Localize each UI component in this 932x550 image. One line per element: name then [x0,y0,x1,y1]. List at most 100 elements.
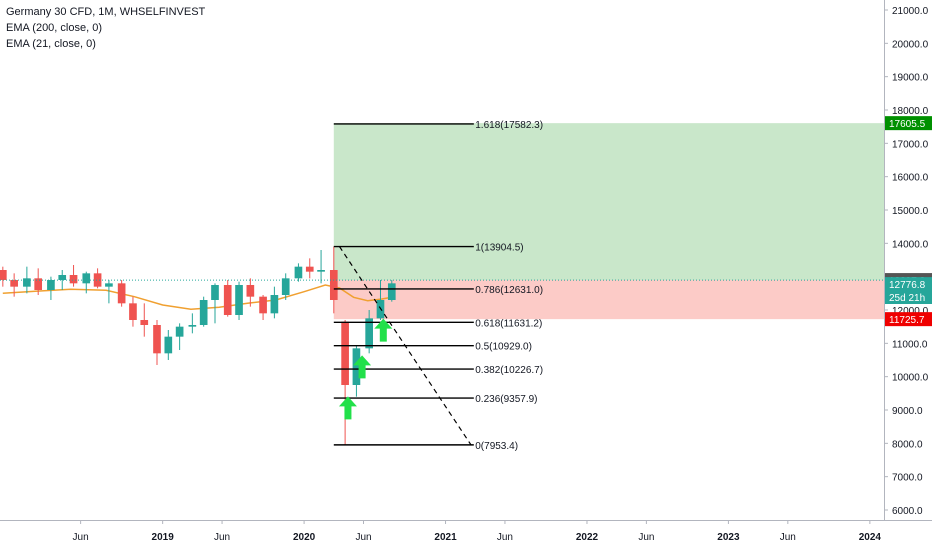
x-tick-label: 2021 [434,532,457,543]
price-tag-bg [885,312,932,327]
fib-level-label: 0(7953.4) [475,441,518,452]
x-tick-label: Jun [638,532,654,543]
candle [341,320,349,445]
up-arrow-shape [338,396,357,420]
candle [352,345,361,397]
candle-body [281,278,290,295]
candle [270,286,279,319]
up-arrow-icon [338,396,357,420]
y-tick-label: 18000.0 [892,106,929,117]
x-tick-label: 2020 [293,532,316,543]
fib-level-label: 0.382(10226.7) [475,365,543,376]
candle [117,280,126,307]
candle [58,270,67,290]
price-tag: 17605.5 [885,116,932,131]
candle [281,273,290,300]
price-tag-bg [885,116,932,131]
candle [23,266,31,294]
candle [188,313,197,334]
candle [294,263,303,282]
candle-body [34,278,43,290]
x-tick-label: Jun [355,532,371,543]
y-tick-label: 15000.0 [892,206,929,217]
y-tick-label: 20000.0 [892,39,929,50]
y-tick-label: 9000.0 [892,406,923,417]
candle-body [69,275,78,284]
fibonacci-layer[interactable]: 1.618(17582.3) 1(13904.5) 0.786(12631.0) 0.… [333,120,543,452]
fib-level-label: 0.786(12631.0) [475,285,543,296]
fib-level-label: 0.5(10929.0) [475,342,532,353]
candle [140,303,149,337]
candle-body [305,266,314,272]
y-tick-label: 16000.0 [892,173,929,184]
price-tag: 25d 21h [885,290,932,304]
time-axis-background [0,520,932,550]
candle-body [93,273,102,287]
candle-body [164,336,173,354]
candle [82,271,91,294]
ema-21-line [2,284,395,311]
chart-legend: Germany 30 CFD, 1M, WHSELFINVEST EMA (20… [6,4,205,52]
candle-body [387,283,396,300]
candle-body [246,285,255,297]
candle [93,268,102,289]
candle-body [117,283,126,304]
candle-body [294,266,303,279]
candle-body [270,295,279,314]
candle-body [140,320,149,325]
target-zone [333,123,884,281]
candle [69,265,78,287]
up-arrow-shape [353,355,372,379]
candle-body [329,270,338,300]
candle-body [188,325,197,327]
price-tag: 11725.7 [885,312,932,327]
y-tick-label: 14000.0 [892,239,929,250]
candle [0,266,7,287]
candle-body [0,270,7,280]
price-tag-bg [885,290,932,304]
zones-layer [333,123,884,320]
candle-body [341,321,349,385]
y-tick-label: 10000.0 [892,373,929,384]
candle-body [23,278,31,287]
x-tick-label: Jun [497,532,513,543]
price-tag: 12776.8 [885,277,932,292]
candle [129,296,137,327]
price-tag-label: 12776.8 [889,280,926,291]
up-arrow-icon [374,318,393,342]
candle [317,250,325,284]
candle-body [352,348,361,385]
candle [223,280,232,317]
fib-level-label: 0.618(11631.2) [475,318,542,329]
candle [105,280,113,304]
y-tick-label: 19000.0 [892,73,929,84]
candle [47,276,55,300]
x-tick-label: 2022 [576,532,599,543]
price-tag-label: 25d 21h [889,293,925,304]
candle-body [259,296,267,314]
y-tick-label: 21000.0 [892,6,929,17]
symbol-title[interactable]: Germany 30 CFD, 1M, WHSELFINVEST [6,6,206,18]
candle [175,323,184,350]
candle-body [211,285,219,300]
candle [211,283,219,324]
x-tick-label: 2019 [152,532,175,543]
x-tick-label: Jun [780,532,796,543]
up-arrow-icon [353,355,372,379]
arrows-layer [338,318,393,420]
x-tick-label: 2024 [859,532,882,543]
candle-body [129,303,137,320]
candle-body [58,275,67,280]
time-axis[interactable]: Jun 2019 Jun 2020 Jun 2021 Jun 2022 Jun 2023 Jun 20… [0,520,932,550]
ema-21-legend[interactable]: EMA (21, close, 0) [6,38,96,50]
y-tick-label: 11000.0 [892,339,928,350]
ema-200-legend[interactable]: EMA (200, close, 0) [6,22,102,34]
price-tag-bg [885,277,932,292]
y-tick-label: 17000.0 [892,139,929,150]
candle [34,268,43,295]
candle [246,278,255,307]
candle-body [47,280,55,290]
